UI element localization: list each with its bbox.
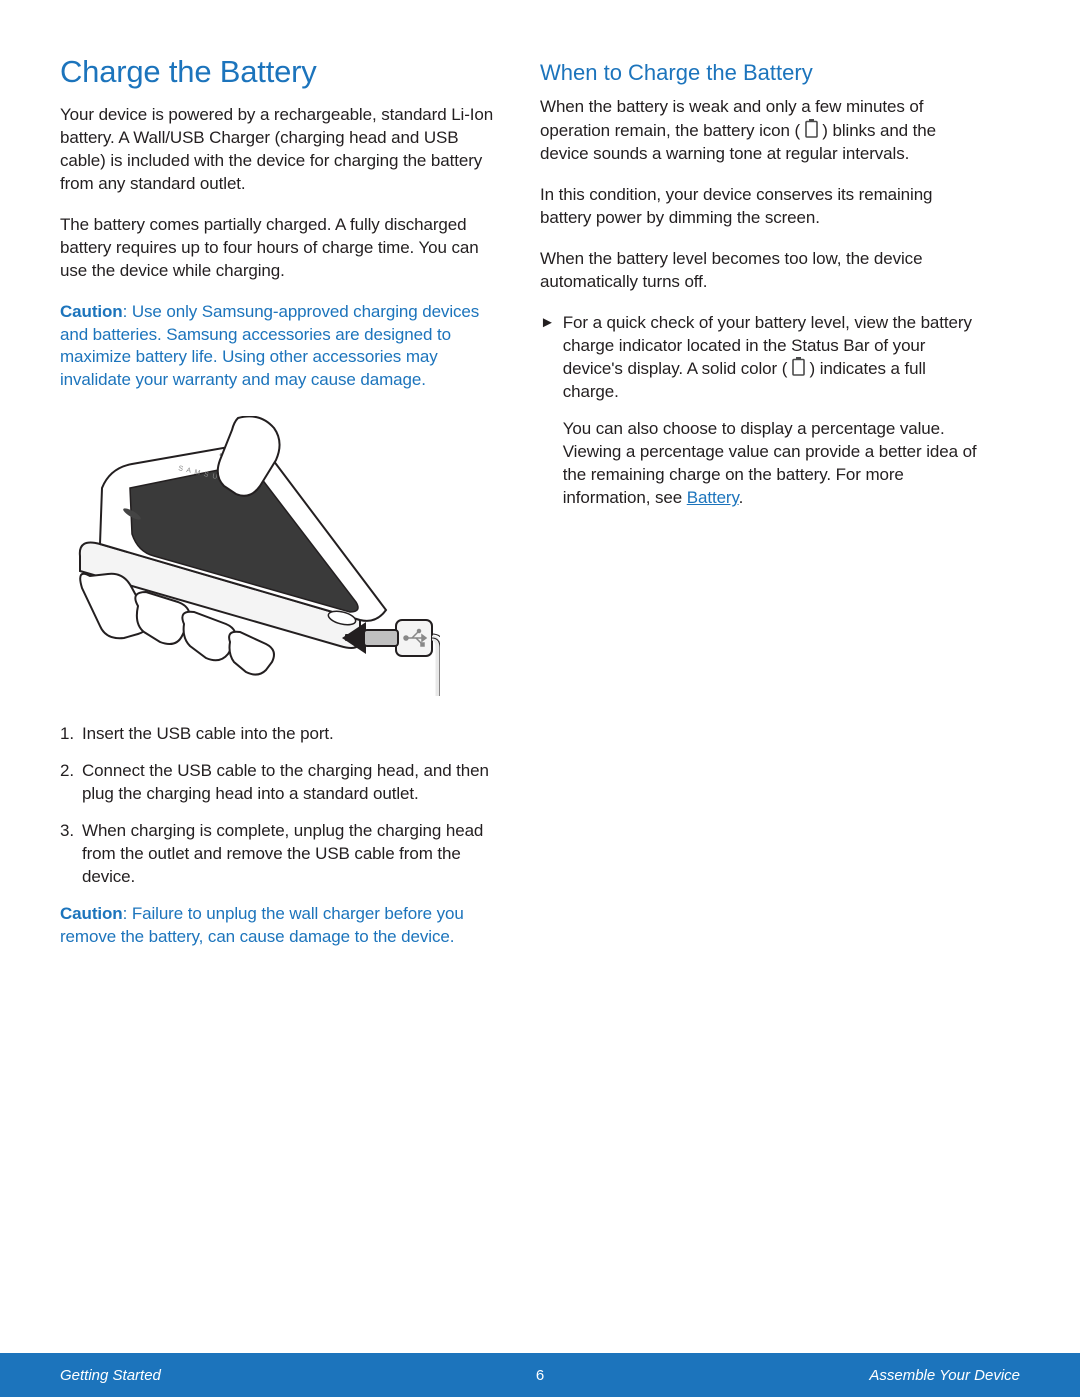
right-column: When to Charge the Battery When the batt… [540, 54, 980, 967]
battery-empty-icon [805, 119, 818, 138]
caution-text: : Use only Samsung-approved charging dev… [60, 302, 479, 390]
caution-label: Caution [60, 904, 123, 923]
list-item: When charging is complete, unplug the ch… [60, 820, 500, 889]
caution-paragraph: Caution: Failure to unplug the wall char… [60, 903, 500, 949]
manual-page: Charge the Battery Your device is powere… [0, 0, 1080, 1397]
left-column: Charge the Battery Your device is powere… [60, 54, 500, 967]
instruction-list: Insert the USB cable into the port. Conn… [60, 723, 500, 889]
body-paragraph: You can also choose to display a percent… [563, 418, 980, 510]
body-paragraph: Your device is powered by a rechargeable… [60, 104, 500, 196]
caution-paragraph: Caution: Use only Samsung-approved charg… [60, 301, 500, 393]
list-item: Connect the USB cable to the charging he… [60, 760, 500, 806]
body-paragraph: The battery comes partially charged. A f… [60, 214, 500, 283]
battery-link[interactable]: Battery [687, 488, 739, 507]
body-paragraph: In this condition, your device conserves… [540, 184, 980, 230]
section-heading: Charge the Battery [60, 54, 500, 90]
footer-left: Getting Started [60, 1367, 161, 1384]
list-item: Insert the USB cable into the port. [60, 723, 500, 746]
page-number: 6 [536, 1367, 544, 1384]
triangle-bullet-icon: ► [540, 312, 555, 525]
sub-heading: When to Charge the Battery [540, 60, 980, 86]
body-paragraph: When the battery level becomes too low, … [540, 248, 980, 294]
body-paragraph: When the battery is weak and only a few … [540, 96, 980, 166]
footer-right: Assemble Your Device [869, 1367, 1020, 1384]
body-paragraph: For a quick check of your battery level,… [563, 312, 980, 405]
page-footer: Getting Started 6 Assemble Your Device [0, 1353, 1080, 1397]
battery-full-icon [792, 357, 805, 376]
caution-label: Caution [60, 302, 123, 321]
text-run: . [739, 488, 744, 507]
text-run: You can also choose to display a percent… [563, 419, 977, 507]
two-column-layout: Charge the Battery Your device is powere… [60, 54, 1020, 967]
bullet-body: For a quick check of your battery level,… [563, 312, 980, 525]
charging-illustration: S A M S U N G [60, 416, 440, 696]
bullet-item: ► For a quick check of your battery leve… [540, 312, 980, 525]
